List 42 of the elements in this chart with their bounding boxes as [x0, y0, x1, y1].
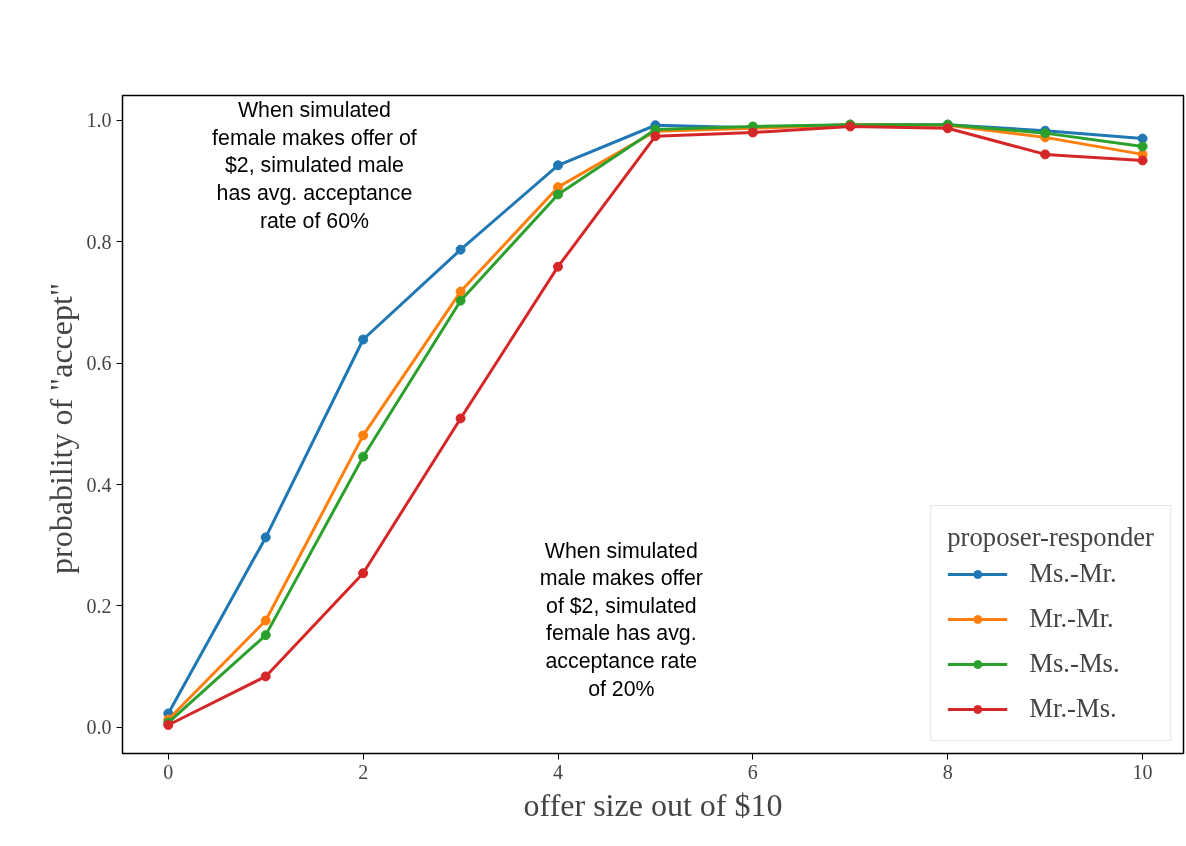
x-tick-label: 0 [163, 760, 174, 783]
legend-title: proposer-responder [947, 522, 1154, 553]
point [455, 244, 466, 255]
x-tick-label: 2 [358, 760, 369, 783]
y-axis-title: probability of "accept" [42, 283, 79, 574]
y-tick-label: 0.8 [86, 230, 112, 253]
point [260, 671, 271, 682]
point [455, 286, 466, 297]
point [1137, 133, 1148, 144]
x-tick-label: 8 [942, 760, 953, 783]
point [260, 532, 271, 543]
point [650, 131, 661, 142]
point [1040, 149, 1051, 160]
point [358, 334, 369, 345]
legend-label: Mr.-Mr. [1029, 603, 1114, 634]
x-axis-title: offer size out of $10 [523, 786, 783, 823]
point [358, 451, 369, 462]
point [260, 630, 271, 641]
x-tick-label: 6 [747, 760, 758, 783]
legend-label: Ms.-Mr. [1029, 558, 1117, 589]
point [553, 189, 564, 200]
y-tick-label: 0.6 [86, 352, 112, 375]
point [747, 127, 758, 138]
point [358, 430, 369, 441]
y-tick-label: 0.2 [86, 595, 112, 617]
point [553, 261, 564, 272]
point [553, 160, 564, 171]
legend-label: Mr.-Ms. [1029, 693, 1117, 724]
legend-label: Ms.-Ms. [1029, 648, 1120, 679]
point [260, 615, 271, 626]
point [455, 413, 466, 424]
point [1137, 141, 1148, 152]
point [358, 568, 369, 579]
x-tick-label: 10 [1132, 760, 1153, 783]
x-tick-label: 4 [553, 760, 564, 783]
point [1137, 155, 1148, 166]
annotation: When simulated female makes offer of $2, simulated male has avg. acceptance rate of 60% [212, 98, 417, 233]
y-tick-label: 0.4 [86, 473, 112, 496]
y-tick-label: 1.0 [86, 109, 112, 132]
annotation: When simulated male makes offer of $2, simulated female has avg. acceptance rate of 20% [539, 538, 703, 701]
point [455, 295, 466, 306]
y-tick-label: 0.0 [86, 716, 112, 739]
